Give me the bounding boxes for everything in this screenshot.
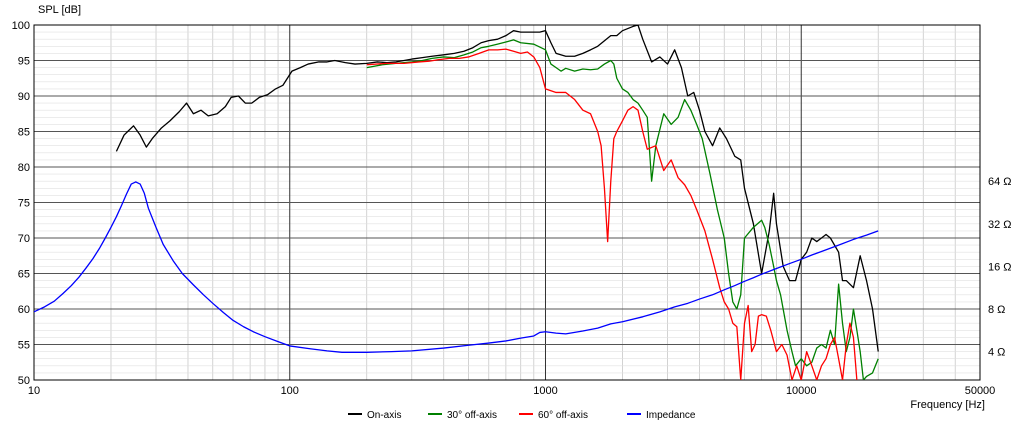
y-tick-label: 90 [18,91,30,103]
y2-tick-label: 16 Ω [988,261,1012,273]
series-line-30-off-axis [366,39,879,380]
x-tick-label: 10 [28,385,40,397]
legend-label: 30° off-axis [447,410,497,421]
y2-tick-label: 8 Ω [988,304,1005,316]
x-tick-label: 1000 [533,385,557,397]
x-tick-label: 10000 [786,385,817,397]
legend-label: 60° off-axis [538,410,588,421]
y-tick-label: 100 [12,20,30,32]
x-axis-label: Frequency [Hz] [910,399,985,411]
series-line-60-off-axis [366,48,858,380]
plot-frame [33,24,981,381]
major-gridlines [34,25,980,380]
y2-axis-tick-labels: 64 Ω 32 Ω 16 Ω 8 Ω 4 Ω [988,176,1012,358]
legend-label: Impedance [646,410,696,421]
y2-tick-label: 32 Ω [988,219,1012,231]
y-axis-label: SPL [dB] [38,4,81,16]
x-axis-tick-labels: 10 100 1000 10000 50000 [28,385,995,397]
y-axis-tick-labels: 100 95 90 85 80 75 70 65 60 55 50 [12,20,30,387]
y-tick-label: 85 [18,127,30,139]
series-layer [34,25,879,380]
y-tick-label: 55 [18,340,30,352]
y-tick-label: 50 [18,375,30,387]
legend-label: On-axis [367,410,401,421]
legend: On-axis 30° off-axis 60° off-axis Impedance [348,410,696,421]
x-tick-label: 50000 [965,385,996,397]
y-tick-label: 65 [18,269,30,281]
y2-tick-label: 64 Ω [988,176,1012,188]
series-line-on-axis [115,25,879,352]
series-line-impedance [34,181,879,353]
y-tick-label: 80 [18,162,30,174]
y-tick-label: 60 [18,304,30,316]
y2-tick-label: 4 Ω [988,347,1005,359]
y-tick-label: 70 [18,233,30,245]
y-tick-label: 75 [18,198,30,210]
x-tick-label: 100 [281,385,299,397]
y-tick-label: 95 [18,56,30,68]
